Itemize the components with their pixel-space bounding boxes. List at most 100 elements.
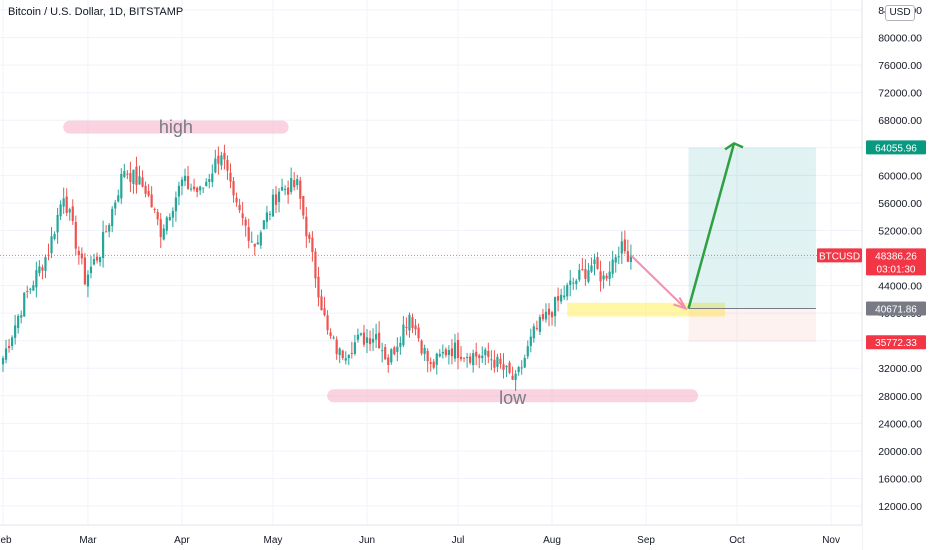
candle-body xyxy=(596,257,599,269)
candle-body xyxy=(259,232,262,246)
candle-body xyxy=(120,173,123,199)
candle-body xyxy=(4,348,8,360)
candle-body xyxy=(274,194,278,205)
candle-body xyxy=(375,333,378,340)
candle-body xyxy=(502,364,505,370)
candle-body xyxy=(29,288,32,290)
candle-body xyxy=(441,351,444,354)
candle-body xyxy=(359,333,363,335)
candle-body xyxy=(435,353,438,365)
candle-body xyxy=(68,209,71,213)
candle-body xyxy=(147,191,150,196)
candle-body xyxy=(475,351,478,357)
candle-body xyxy=(17,315,20,329)
candle-body xyxy=(538,316,541,332)
candle-body xyxy=(220,155,223,166)
candle-body xyxy=(41,267,44,271)
candle-body xyxy=(578,269,581,280)
candle-body xyxy=(241,213,244,219)
candle-body xyxy=(277,191,281,203)
candle-body xyxy=(390,349,393,363)
candle-body xyxy=(547,308,551,315)
candle-body xyxy=(317,276,320,298)
candle-body xyxy=(420,340,423,354)
stop-price-tag-bg xyxy=(866,335,926,350)
y-tick-label: 16000.00 xyxy=(878,473,922,485)
candle-body xyxy=(44,257,47,271)
up-arrow xyxy=(687,143,736,309)
candle-body xyxy=(429,362,432,364)
candle-body xyxy=(626,251,629,262)
candle-body xyxy=(108,224,111,232)
y-tick-label: 80000.00 xyxy=(878,33,922,45)
candle-body xyxy=(514,373,517,380)
candle-body xyxy=(484,349,487,356)
candle-body xyxy=(20,315,23,318)
currency-button[interactable]: USD xyxy=(885,5,915,21)
candle-body xyxy=(350,352,353,354)
candle-body xyxy=(196,187,199,192)
candle-body xyxy=(584,268,587,279)
candle-body xyxy=(572,282,575,284)
candle-body xyxy=(381,350,384,352)
candle-body xyxy=(156,212,159,220)
y-tick-label: 56000.00 xyxy=(878,198,922,210)
profit-zone xyxy=(688,147,816,309)
candle-body xyxy=(490,359,493,361)
candle-body xyxy=(202,187,205,189)
position-tool xyxy=(688,147,816,343)
support-zone xyxy=(567,302,725,317)
candle-body xyxy=(481,355,484,359)
candle-body xyxy=(114,202,117,209)
candle-body xyxy=(305,216,308,237)
candle-body xyxy=(111,208,114,227)
symbol-tag-text: BTCUSD xyxy=(819,251,860,262)
candle-body xyxy=(253,243,256,247)
candle-body xyxy=(508,362,511,373)
candle-body xyxy=(299,180,302,199)
candle-body xyxy=(308,234,311,239)
x-tick-label: Sep xyxy=(637,535,655,546)
candle-body xyxy=(105,231,108,233)
up-arrowhead xyxy=(724,141,744,151)
grid xyxy=(0,0,862,525)
y-tick-label: 76000.00 xyxy=(878,60,922,72)
x-tick-label: Jul xyxy=(452,535,465,546)
y-tick-label: 20000.00 xyxy=(878,446,922,458)
candle-body xyxy=(593,259,596,265)
candle-body xyxy=(235,197,238,203)
candle-body xyxy=(560,294,563,302)
candle-body xyxy=(487,350,490,357)
target-price-tag: 64055.96 xyxy=(866,140,926,155)
candle-body xyxy=(268,213,272,215)
candle-body xyxy=(1,358,5,365)
x-tick-label: May xyxy=(264,535,283,546)
candle-body xyxy=(232,181,235,196)
candle-body xyxy=(402,324,405,346)
x-tick-label: Nov xyxy=(822,535,840,546)
candle-body xyxy=(65,196,68,213)
candle-body xyxy=(405,326,408,328)
candle-body xyxy=(86,274,90,287)
symbol-tag-bg xyxy=(817,248,862,263)
candle-body xyxy=(353,342,356,354)
candle-body xyxy=(83,257,86,285)
candle-body xyxy=(541,314,545,320)
candle-body xyxy=(371,338,375,343)
candle-body xyxy=(223,152,226,160)
candle-body xyxy=(326,315,329,331)
candle-body xyxy=(238,204,241,211)
x-tick-label: Aug xyxy=(543,535,561,546)
candle-body xyxy=(284,189,287,191)
candle-body xyxy=(614,257,617,263)
candle-body xyxy=(581,268,584,270)
candle-body xyxy=(605,275,608,279)
candle-body xyxy=(132,169,135,184)
candle-body xyxy=(229,172,232,182)
x-tick-label: Apr xyxy=(174,535,190,546)
candle-body xyxy=(338,348,341,356)
candle-body xyxy=(271,194,275,217)
candle-body xyxy=(344,358,347,361)
candle-body xyxy=(314,251,317,279)
